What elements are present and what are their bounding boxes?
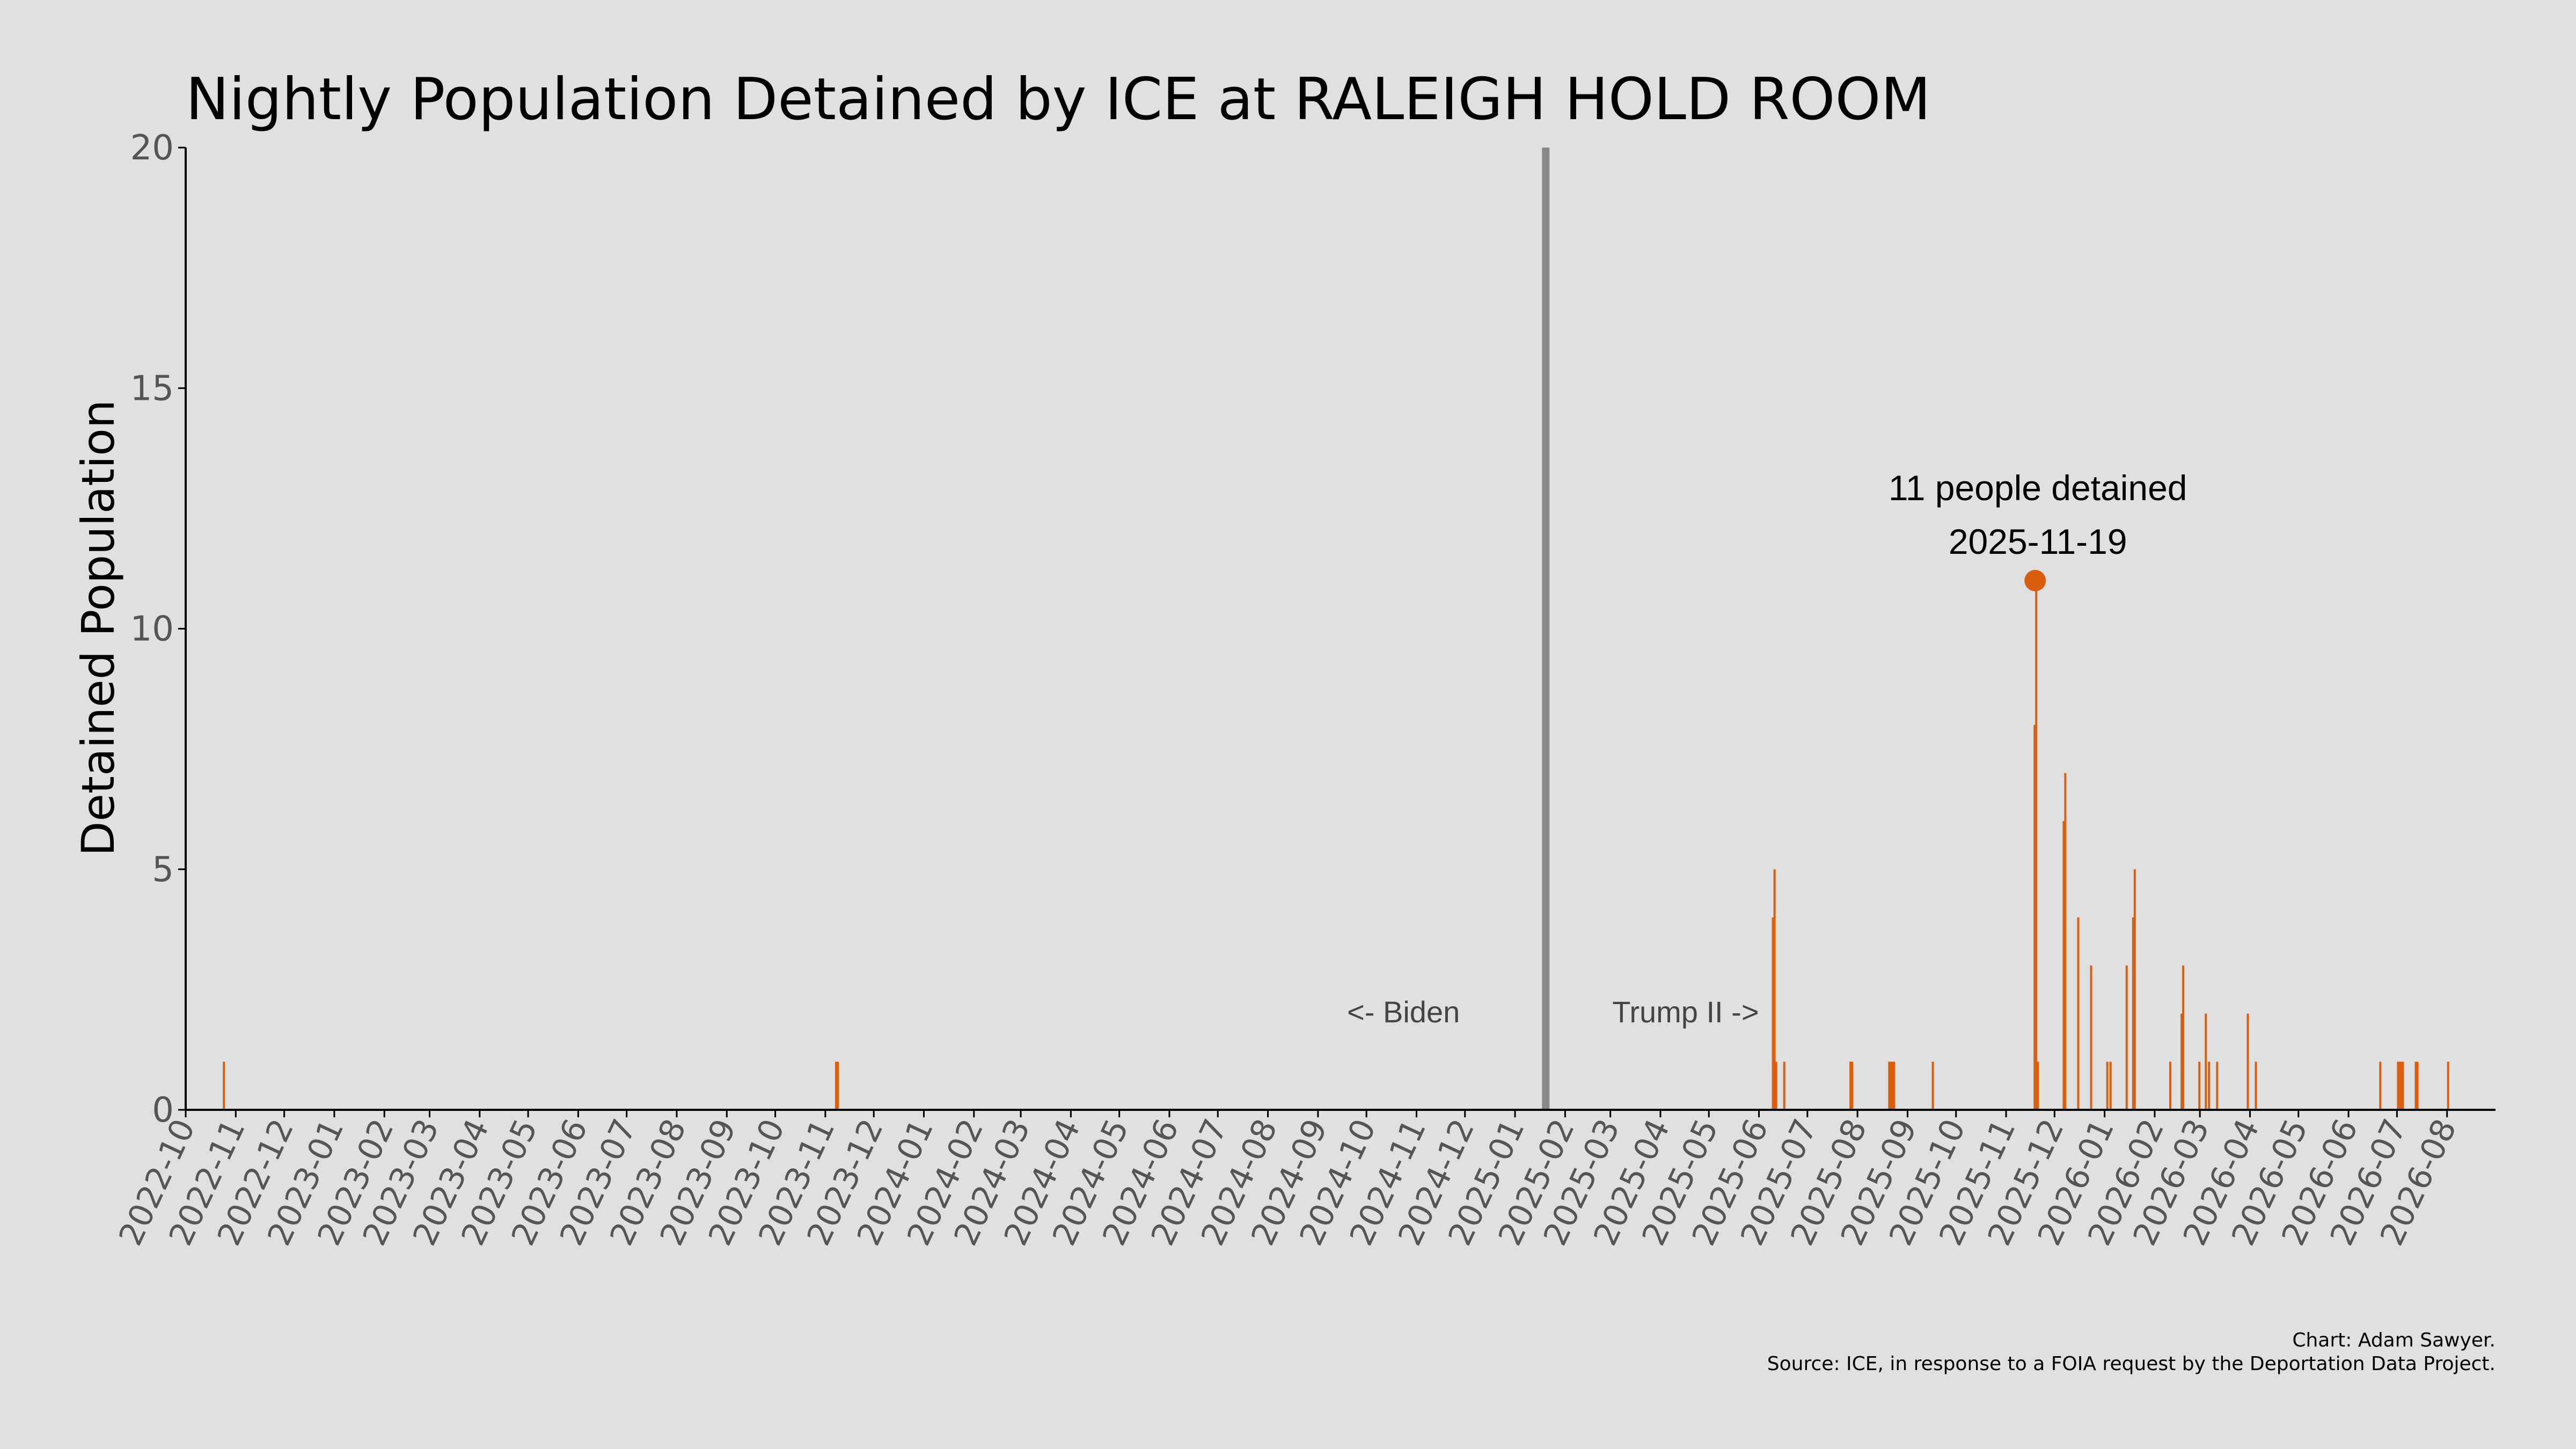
- bars-group: [223, 580, 2449, 1110]
- era-label-biden: <- Biden: [1347, 995, 1460, 1029]
- bar: [2064, 773, 2067, 1110]
- bar: [2109, 1062, 2112, 1110]
- bar: [1931, 1062, 1934, 1110]
- bar: [2379, 1062, 2382, 1110]
- bar: [2246, 1013, 2249, 1110]
- chart-title: Nightly Population Detained by ICE at RA…: [186, 66, 1931, 133]
- bar: [2400, 1062, 2403, 1110]
- bar: [1775, 1062, 1777, 1110]
- axes: [185, 148, 2496, 1111]
- y-tick-label: 10: [130, 610, 174, 649]
- bar: [835, 1062, 837, 1110]
- chart-credit: Chart: Adam Sawyer.: [2292, 1329, 2496, 1351]
- bar: [1849, 1062, 1852, 1110]
- bar: [1851, 1062, 1854, 1110]
- bar: [2208, 1062, 2211, 1110]
- bar: [2205, 1013, 2207, 1110]
- bar: [2125, 965, 2128, 1110]
- bar: [2077, 917, 2080, 1110]
- bar: [2402, 1062, 2404, 1110]
- y-tick-label: 15: [130, 369, 174, 408]
- y-ticks: 0 5 10 15 20: [130, 128, 186, 1130]
- bar: [2447, 1062, 2449, 1110]
- bar: [2035, 580, 2038, 1110]
- bar: [2414, 1062, 2417, 1110]
- peak-annotation-text: 11 people detained: [1889, 468, 2187, 508]
- era-label-trump: Trump II ->: [1612, 995, 1759, 1029]
- x-ticks: 2022-102022-112022-122023-012023-022023-…: [112, 1110, 2464, 1252]
- bar: [1888, 1062, 1891, 1110]
- bar: [2090, 965, 2092, 1110]
- bar: [1773, 869, 1776, 1110]
- bar: [2062, 821, 2065, 1110]
- bar: [2416, 1062, 2419, 1110]
- bar: [223, 1062, 225, 1110]
- y-tick-label: 20: [130, 128, 174, 168]
- bar: [836, 1062, 839, 1110]
- peak-marker: [2024, 569, 2046, 591]
- bar: [2169, 1062, 2172, 1110]
- bar: [2106, 1062, 2109, 1110]
- bar: [2180, 1013, 2183, 1110]
- peak-annotation-date: 2025-11-19: [1949, 522, 2127, 561]
- bar: [1893, 1062, 1896, 1110]
- bar: [2182, 965, 2185, 1110]
- bar: [2133, 869, 2136, 1110]
- bar: [2255, 1062, 2257, 1110]
- bar: [2397, 1062, 2399, 1110]
- y-tick-label: 5: [152, 850, 174, 890]
- y-axis-label: Detained Population: [72, 400, 125, 856]
- bar: [2198, 1062, 2201, 1110]
- bar: [1772, 917, 1774, 1110]
- bar: [2132, 917, 2134, 1110]
- bar: [2037, 1062, 2039, 1110]
- bar: [1890, 1062, 1892, 1110]
- chart-source: Source: ICE, in response to a FOIA reque…: [1767, 1353, 2496, 1375]
- bar: [2216, 1062, 2219, 1110]
- bar: [1783, 1062, 1785, 1110]
- bar: [1891, 1062, 1894, 1110]
- y-tick-label: 0: [152, 1091, 174, 1130]
- bar: [2033, 724, 2036, 1110]
- bar: [2398, 1062, 2401, 1110]
